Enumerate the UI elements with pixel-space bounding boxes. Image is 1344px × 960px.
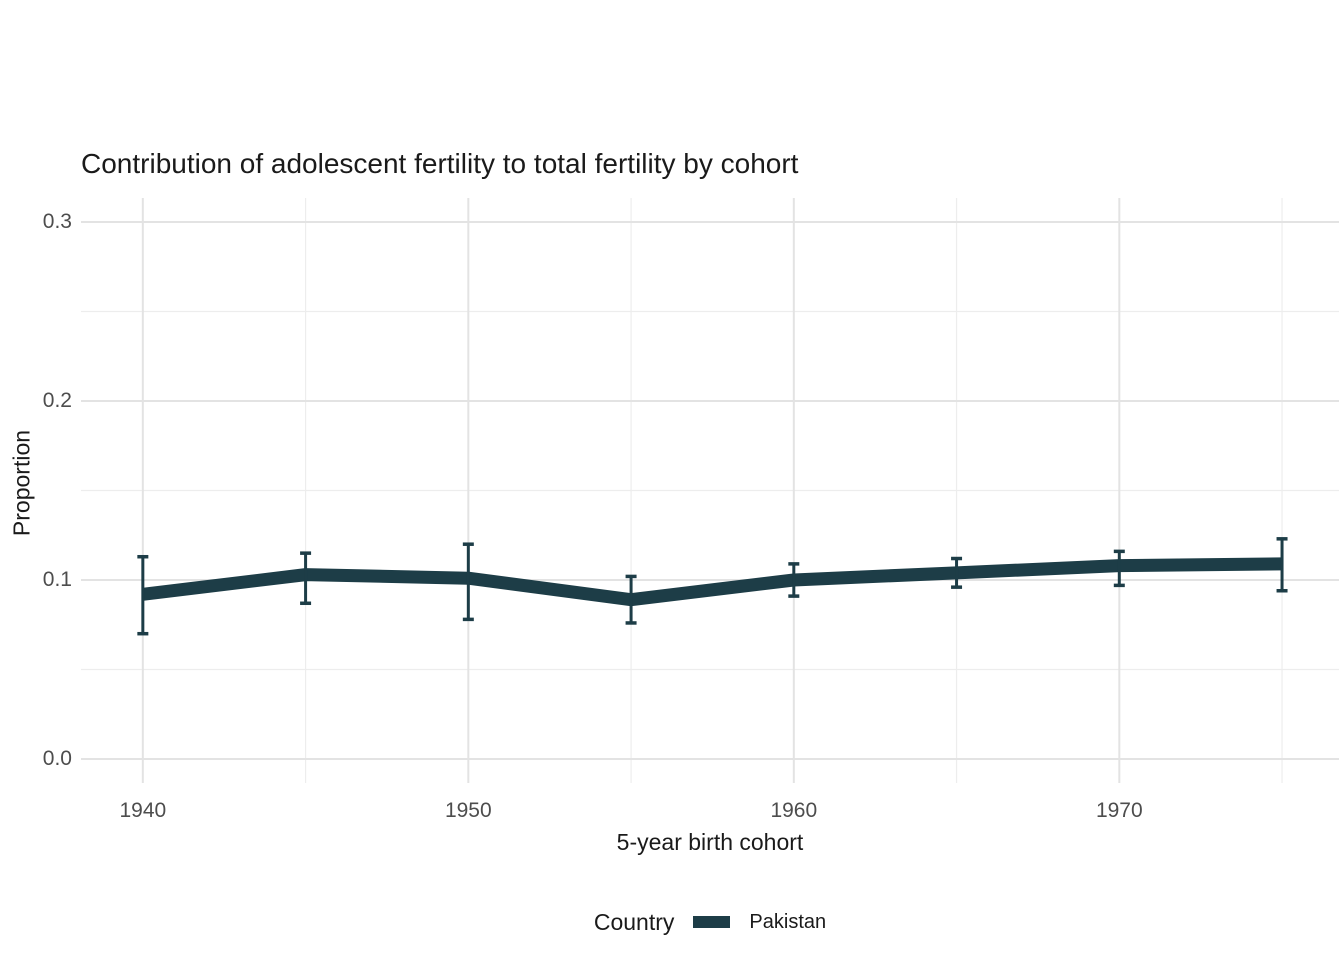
legend-title: Country [593,908,675,935]
series-line-pakistan [142,557,1283,607]
x-tick-label-1960: 1960 [770,799,818,822]
x-axis-title: 5-year birth cohort [616,829,804,855]
y-axis-title: Proportion [8,429,35,537]
y-tick-label-0.3: 0.3 [42,210,72,233]
y-tick-label-0.2: 0.2 [42,389,72,412]
y-tick-label-0.1: 0.1 [42,567,72,591]
x-tick-label-1970: 1970 [1095,799,1143,822]
legend-label-pakistan: Pakistan [749,910,827,933]
chart-title: Contribution of adolescent fertility to … [81,148,799,179]
legend: Country Pakistan [81,903,1339,941]
x-tick-label-1950: 1950 [444,799,492,822]
y-tick-label-0.0: 0.0 [42,746,72,770]
legend-key-pakistan [693,916,731,928]
x-tick-label-1940: 1940 [119,799,167,822]
